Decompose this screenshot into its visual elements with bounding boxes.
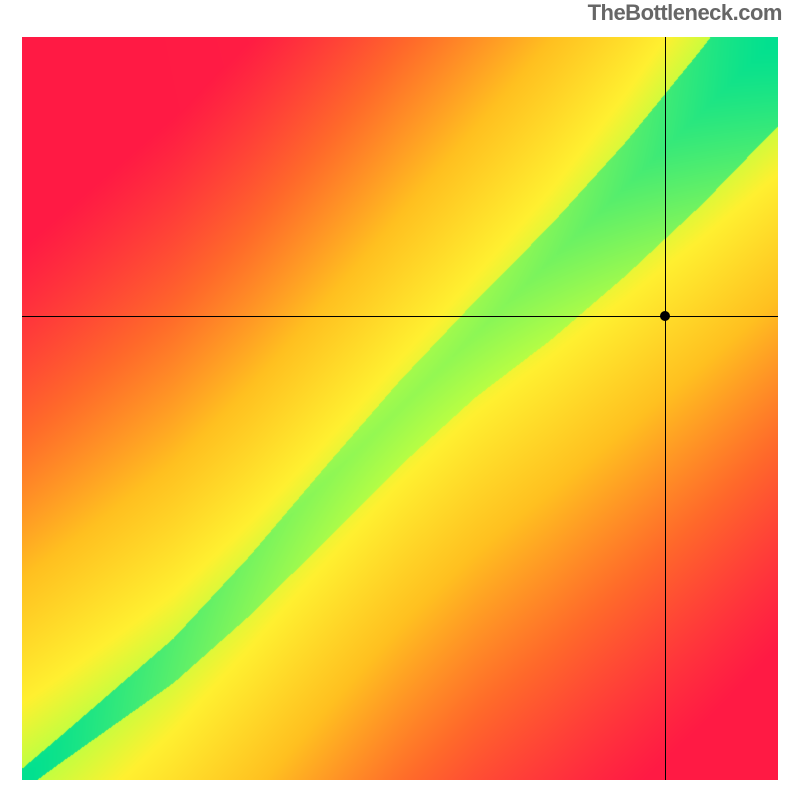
plot-area <box>15 30 785 787</box>
crosshair-vertical <box>665 37 666 780</box>
crosshair-marker <box>660 311 670 321</box>
chart-container: TheBottleneck.com <box>0 0 800 800</box>
watermark-text: TheBottleneck.com <box>588 0 782 26</box>
